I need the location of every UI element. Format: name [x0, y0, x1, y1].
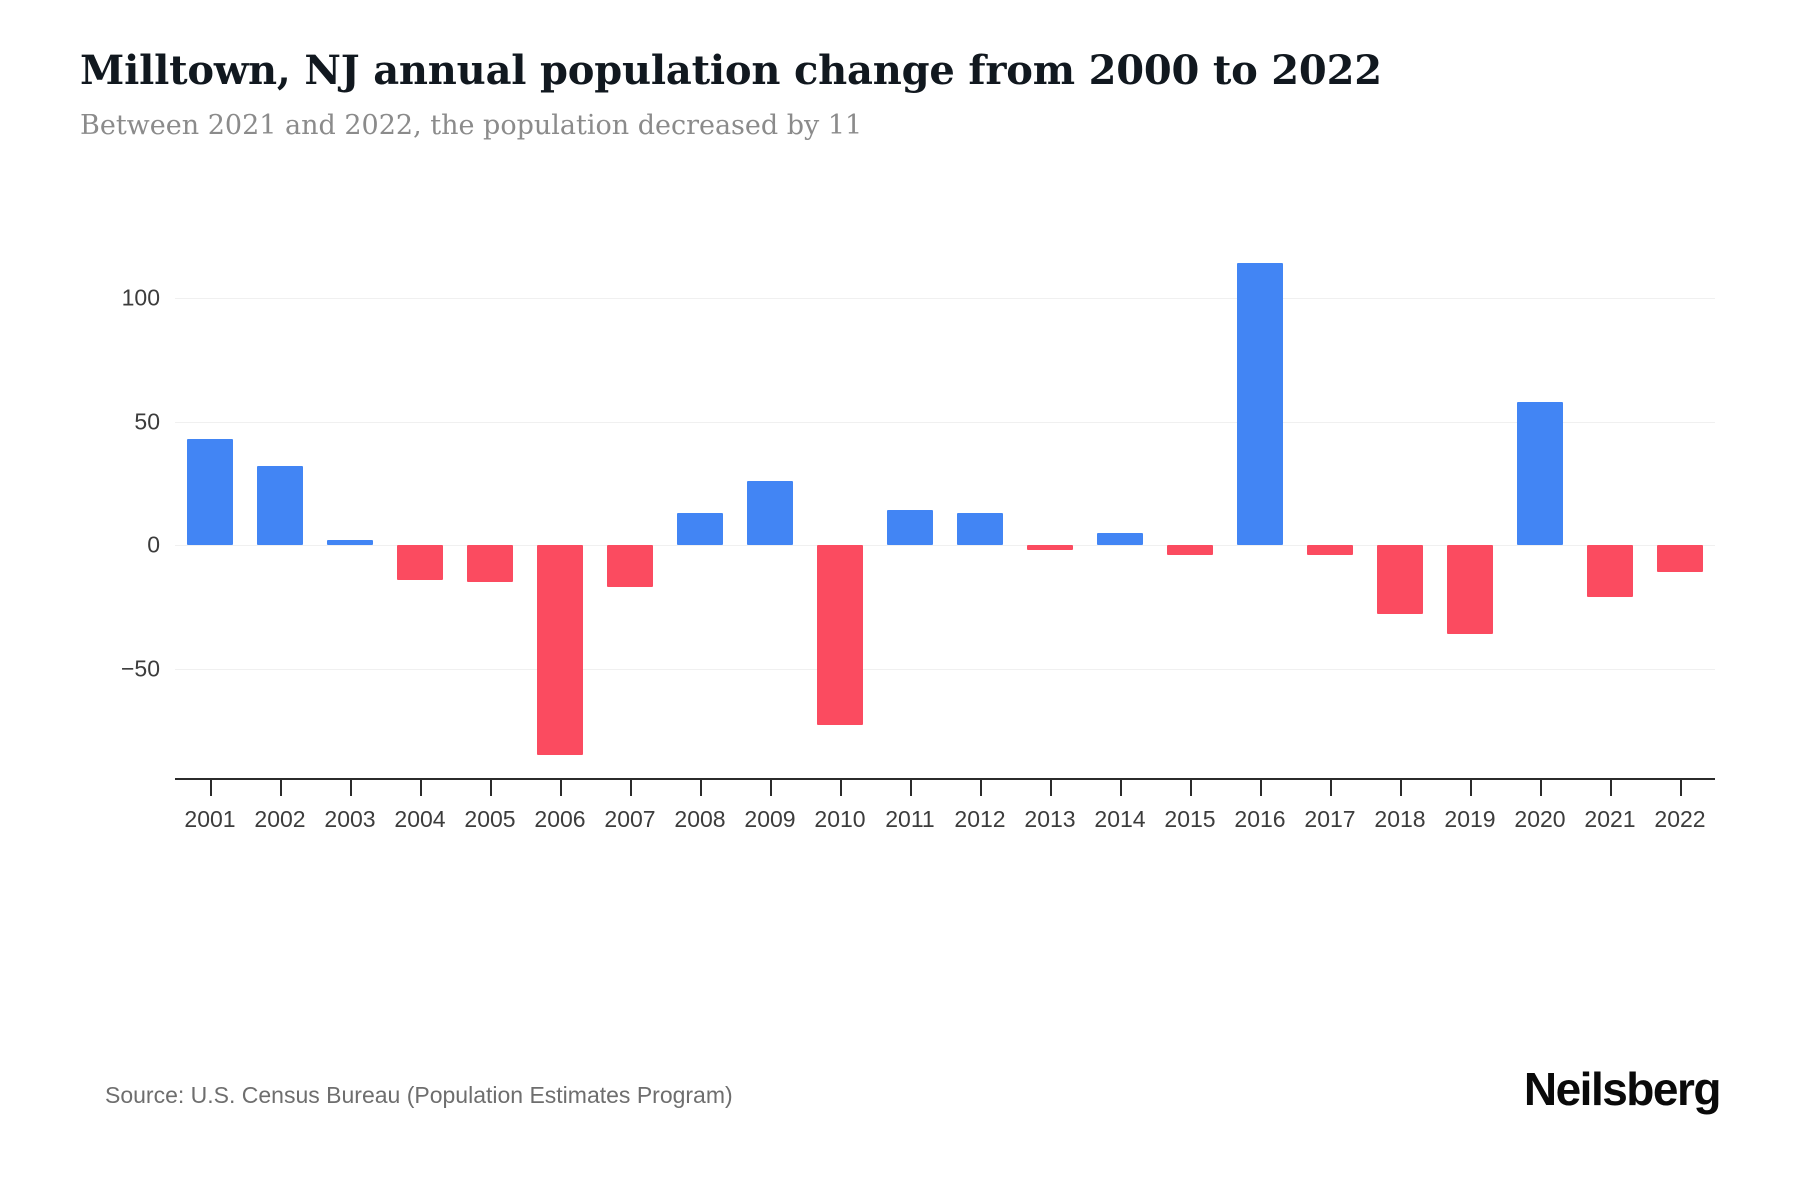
- x-axis-tick: [630, 780, 632, 796]
- x-axis-tick-label-2009: 2009: [744, 806, 796, 832]
- x-axis-tick: [490, 780, 492, 796]
- x-axis-tick-label-2019: 2019: [1444, 806, 1496, 832]
- x-axis-tick-label-2002: 2002: [254, 806, 306, 832]
- x-axis-tick: [770, 780, 772, 796]
- gridline: [175, 421, 1715, 423]
- bar-2004[interactable]: [396, 545, 444, 580]
- x-axis-tick: [1190, 780, 1192, 796]
- bar-2016[interactable]: [1236, 263, 1284, 545]
- bar-2022[interactable]: [1656, 545, 1704, 573]
- x-axis-tick: [700, 780, 702, 796]
- x-axis-tick-label-2006: 2006: [534, 806, 586, 832]
- gridline: [175, 298, 1715, 299]
- bar-2013[interactable]: [1026, 545, 1074, 550]
- x-axis-tick: [1330, 780, 1332, 796]
- brand-logo: Neilsberg: [1523, 1063, 1722, 1115]
- source-note: Source: U.S. Census Bureau (Population E…: [105, 1082, 733, 1108]
- x-axis-tick-label-2017: 2017: [1304, 806, 1356, 832]
- x-axis-tick-label-2005: 2005: [464, 806, 516, 832]
- bar-2008[interactable]: [676, 512, 724, 545]
- gridline: [175, 545, 1715, 546]
- x-axis-tick: [210, 780, 212, 796]
- plot-inner: 100 50 0 −50: [121, 230, 1715, 790]
- bar-2019[interactable]: [1446, 545, 1494, 634]
- bar-2010[interactable]: [816, 545, 864, 726]
- bar-2017[interactable]: [1306, 545, 1354, 555]
- x-axis-tick-label-2016: 2016: [1234, 806, 1286, 832]
- x-axis-tick-label-2008: 2008: [674, 806, 726, 832]
- x-axis-tick: [1120, 780, 1122, 796]
- chart-subtitle: Between 2021 and 2022, the population de…: [80, 110, 863, 141]
- x-axis-tick: [1680, 780, 1682, 796]
- x-axis-tick: [980, 780, 982, 796]
- x-axis-tick: [910, 780, 912, 796]
- x-axis-tick-label-2021: 2021: [1584, 806, 1636, 832]
- bar-2018[interactable]: [1376, 545, 1424, 615]
- bar-2006[interactable]: [536, 545, 584, 755]
- y-axis-tick-label: 0: [147, 531, 160, 558]
- x-axis-tick-label-2011: 2011: [885, 806, 935, 832]
- page-title: Milltown, NJ annual population change fr…: [80, 47, 1382, 94]
- x-axis-tick-label-2004: 2004: [394, 806, 446, 832]
- x-axis-tick: [280, 780, 282, 796]
- bars-group: [175, 230, 1715, 790]
- x-axis-tick: [1050, 780, 1052, 796]
- bar-2007[interactable]: [606, 545, 654, 587]
- x-axis-tick-label-2012: 2012: [954, 806, 1006, 832]
- x-axis-tick-label-2007: 2007: [604, 806, 656, 832]
- bar-2021[interactable]: [1586, 545, 1634, 597]
- bar-2014[interactable]: [1096, 532, 1144, 545]
- y-axis-tick-label: 100: [121, 284, 160, 311]
- chart-header: Milltown, NJ annual population change fr…: [80, 48, 1720, 142]
- x-axis-tick-label-2010: 2010: [814, 806, 866, 832]
- x-axis-tick: [1400, 780, 1402, 796]
- x-axis-tick: [1470, 780, 1472, 796]
- bar-2020[interactable]: [1516, 401, 1564, 545]
- x-axis-tick: [1260, 780, 1262, 796]
- x-axis-tick: [1610, 780, 1612, 796]
- x-axis-tick-label-2014: 2014: [1094, 806, 1146, 832]
- x-axis-line: [175, 778, 1715, 780]
- bar-2012[interactable]: [956, 512, 1004, 545]
- gridline: [175, 668, 1715, 670]
- x-axis-tick-label-2001: 2001: [184, 806, 236, 832]
- x-axis-tick: [560, 780, 562, 796]
- x-axis-tick-label-2013: 2013: [1024, 806, 1076, 832]
- x-axis-tick-label-2015: 2015: [1164, 806, 1216, 832]
- x-axis-tick-label-2018: 2018: [1374, 806, 1426, 832]
- y-axis-tick-label: 50: [134, 408, 160, 434]
- x-axis-tick-label-2003: 2003: [324, 806, 376, 832]
- bar-2015[interactable]: [1166, 545, 1214, 555]
- x-axis-tick: [1540, 780, 1542, 796]
- x-axis-tick: [350, 780, 352, 796]
- x-axis-tick: [840, 780, 842, 796]
- bar-2002[interactable]: [256, 465, 304, 545]
- bar-2001[interactable]: [186, 438, 234, 545]
- bar-2003[interactable]: [326, 540, 374, 545]
- x-axis-tick-label-2022: 2022: [1654, 806, 1706, 832]
- x-axis-tick-label-2020: 2020: [1514, 806, 1566, 832]
- bar-2011[interactable]: [886, 510, 934, 545]
- y-axis-tick-label: −50: [120, 655, 160, 681]
- x-axis-tick: [420, 780, 422, 796]
- chart-plot-area: 100 50 0 −50 2001 2002 2003 2004 2005 2006 2007 20…: [0, 230, 1800, 920]
- bar-2009[interactable]: [746, 480, 794, 545]
- bar-2005[interactable]: [466, 545, 514, 583]
